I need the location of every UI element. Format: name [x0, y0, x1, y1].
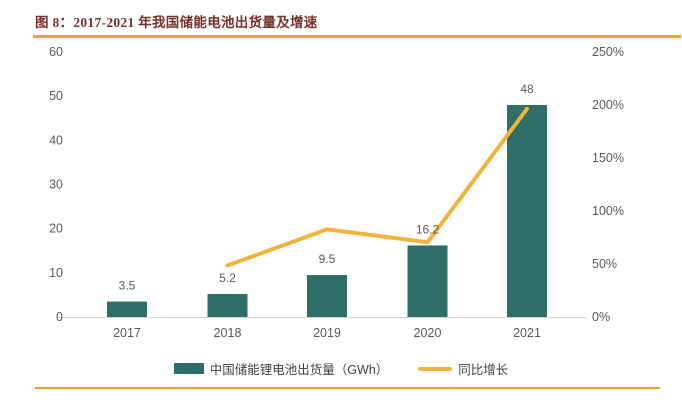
bottom-rule — [35, 387, 660, 389]
bar-2019 — [307, 275, 347, 317]
right-axis-tick: 50% — [592, 257, 617, 271]
x-axis-label-2017: 2017 — [113, 326, 141, 340]
left-axis-tick: 0 — [56, 310, 63, 324]
left-axis-tick: 10 — [49, 266, 63, 280]
legend-item-line: 同比增长 — [418, 359, 508, 378]
figure-title: 图 8：2017-2021 年我国储能电池出货量及增速 — [35, 15, 318, 30]
bar-value-label-2017: 3.5 — [119, 279, 136, 293]
left-axis-tick: 20 — [49, 222, 63, 236]
right-axis-tick: 200% — [592, 98, 624, 112]
bar-2020 — [407, 245, 448, 317]
x-axis-label-2018: 2018 — [214, 326, 242, 340]
right-axis-tick: 0% — [592, 310, 610, 324]
bar-2018 — [207, 294, 248, 317]
bar-series-swatch-icon — [173, 363, 204, 374]
legend-item-bars: 中国储能锂电池出货量（GWh） — [173, 359, 389, 378]
line-series-label: 同比增长 — [458, 363, 509, 377]
bar-2017 — [107, 301, 147, 317]
left-axis-tick: 30 — [49, 178, 63, 192]
bar-value-label-2021: 48 — [520, 82, 534, 96]
bar-value-label-2018: 5.2 — [219, 271, 236, 285]
growth-line — [225, 106, 529, 268]
right-axis-tick: 100% — [592, 204, 624, 218]
bar-value-label-2020: 16.2 — [416, 222, 440, 236]
x-axis-label-2021: 2021 — [513, 326, 541, 340]
left-axis-tick: 60 — [49, 45, 63, 59]
right-axis-tick: 150% — [592, 151, 624, 165]
bar-value-label-2019: 9.5 — [319, 252, 336, 266]
title-underline — [33, 35, 681, 38]
x-axis-label-2019: 2019 — [313, 326, 341, 340]
bar-series-label: 中国储能锂电池出货量（GWh） — [209, 363, 389, 377]
right-axis-tick: 250% — [592, 45, 624, 59]
line-series-swatch-icon — [418, 366, 453, 371]
left-axis-tick: 50 — [49, 89, 63, 103]
bar-2021 — [507, 105, 547, 317]
left-axis-tick: 40 — [49, 133, 63, 147]
chart-legend: 中国储能锂电池出货量（GWh） 同比增长 — [0, 359, 682, 378]
x-axis-label-2020: 2020 — [414, 326, 442, 340]
